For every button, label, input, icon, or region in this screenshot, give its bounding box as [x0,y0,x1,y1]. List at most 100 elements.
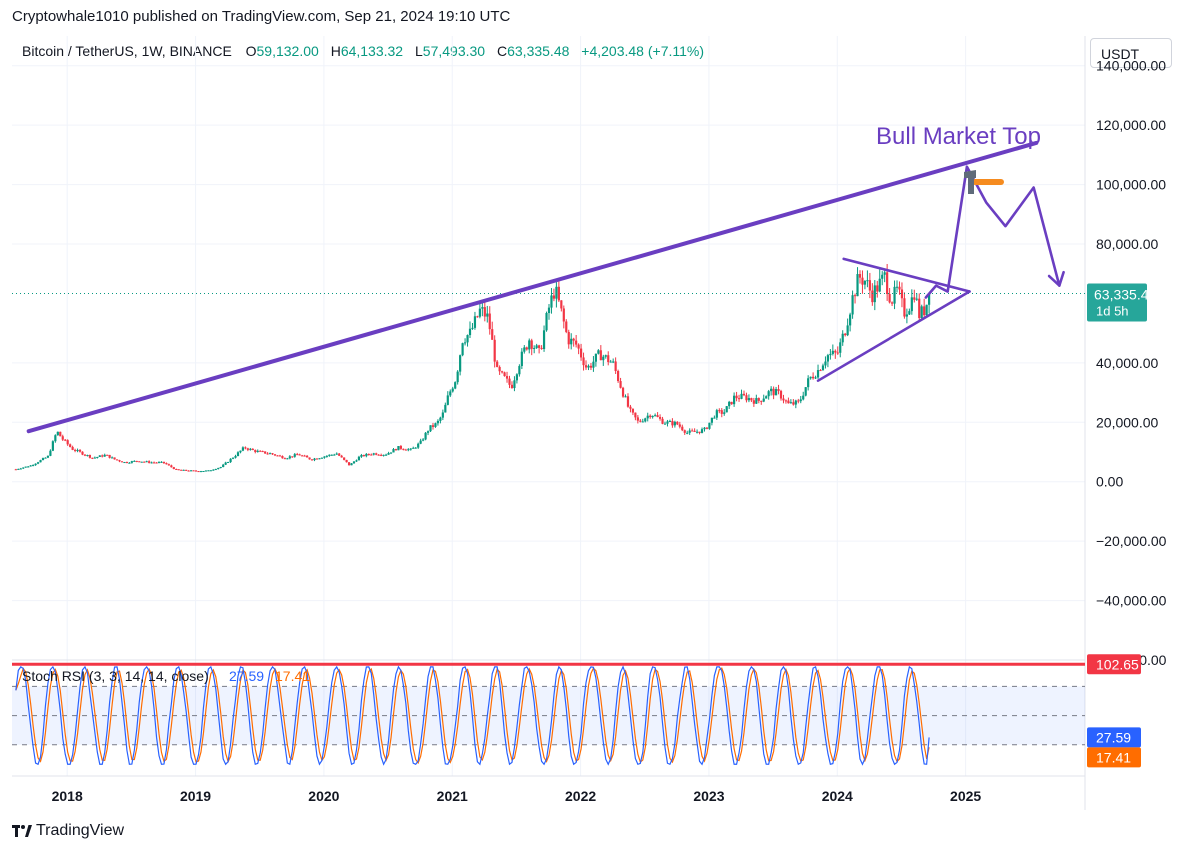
candle [73,448,77,453]
candle [496,360,499,368]
candle [750,397,753,403]
candle [199,470,203,473]
candle [41,457,45,461]
candle [108,454,111,459]
candle [103,453,106,457]
candle [419,438,422,445]
currency-selector[interactable]: USDT [1090,38,1172,68]
candle [407,448,410,452]
candle-body [737,398,741,400]
candle [417,442,420,449]
candle [172,466,175,470]
candle [98,455,101,458]
candle [389,452,393,455]
candle-body [414,447,417,449]
hammer-icon [964,170,1004,194]
candle [266,452,269,455]
price-axis: 140,000.00 120,000.00 100,000.00 80,000.00 4… [1096,58,1167,668]
stoch-rsi-k-badge: 27.59 [1087,727,1141,748]
candle-body [668,420,672,422]
candle [278,454,282,457]
candle [540,345,543,350]
candle-body [762,398,765,402]
candle [352,461,356,464]
candle [881,271,884,286]
candle [71,445,74,451]
candle [259,450,262,452]
candle-body [715,410,718,418]
candle [224,461,227,466]
candle-body [720,410,723,414]
candle-body [34,463,37,466]
candle [399,445,402,450]
price-tick-label: 140,000.00 [1096,58,1166,74]
candle [335,452,338,455]
last-price-badge-bg [1087,283,1147,322]
candle-body [384,454,388,456]
candle [88,454,91,459]
candle [229,458,232,463]
candle [155,462,158,464]
candle [483,301,486,322]
candle-body [760,400,763,402]
candle-body [167,464,170,466]
candle [678,421,681,429]
candle-body [130,461,133,463]
candle-body [125,462,129,464]
candle-body [750,398,753,401]
candle-body [695,431,699,433]
candle [811,372,815,380]
year-tick-label: 2018 [52,788,83,804]
candle-body [525,347,528,350]
candle-body [315,458,319,460]
bull-market-top-label: Bull Market Top [876,123,1041,150]
candle-body [528,340,531,350]
candle [51,440,54,452]
candle [547,304,551,320]
candle [283,457,286,460]
candle-body [624,396,627,398]
candle-body [784,400,788,402]
candle-body [725,406,728,413]
candle [34,463,37,466]
candle [32,464,35,467]
candle-body [36,462,40,464]
candle-body [886,272,889,295]
candle [286,457,289,460]
candle-body [111,457,114,459]
candle-body [382,454,385,456]
candle [530,338,533,356]
candle [315,458,319,460]
candle [145,460,148,463]
candle [619,377,622,389]
candle [397,446,400,451]
candle [189,470,193,472]
candle-body [276,455,279,457]
candle [804,387,807,397]
candle-body [446,395,449,405]
candle-body [441,412,444,418]
candle [612,358,615,364]
candle-body [589,365,593,368]
candle [839,338,842,358]
candle-body [774,389,778,396]
candle [444,402,447,413]
candle-body [629,406,632,409]
candle-body [787,400,790,404]
candle-body [905,314,908,317]
candle [234,454,237,459]
candle [910,289,913,315]
candle-body [863,281,867,285]
candle-body [594,353,597,362]
candle [770,386,773,396]
candle-body [417,443,420,448]
candle [920,304,923,321]
change-value: +4,203.48 (+7.11%) [581,43,705,59]
price-tick-label: 100,000.00 [1096,177,1166,193]
candle-body [323,456,326,458]
candle [380,453,383,457]
candle-body [66,440,69,445]
candle-body [728,401,731,407]
candle [520,348,523,370]
